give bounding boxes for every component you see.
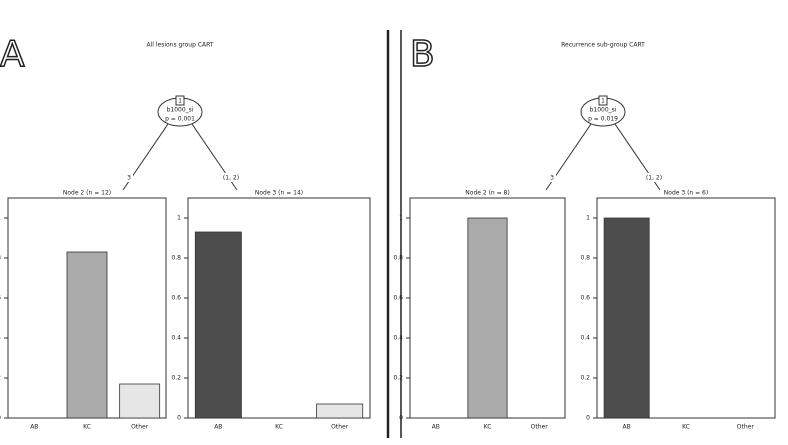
y-tick-label: 0.8 [0, 255, 1, 262]
x-tick-label: Other [531, 424, 549, 431]
y-tick-label: 0.8 [171, 255, 181, 262]
y-tick-label: 1 [177, 215, 181, 222]
p-value: p = 0.019 [588, 116, 618, 123]
p-value: p = 0.001 [165, 116, 195, 123]
bar [66, 251, 108, 419]
edge-label: 3 [550, 175, 554, 182]
x-tick-label: Other [737, 424, 755, 431]
panel-title: Recurrence sub-group CART [561, 42, 645, 49]
panel-letter: B [410, 34, 435, 75]
y-tick-label: 0.2 [393, 375, 403, 382]
x-tick-label: Other [131, 424, 149, 431]
chart-title: Node 3 (n = 14) [255, 190, 303, 197]
x-tick-label: KC [275, 424, 283, 431]
node-id: 1 [601, 98, 605, 105]
node-id: 1 [178, 98, 182, 105]
edge-label-bg [644, 173, 664, 182]
y-tick-label: 0.4 [171, 335, 181, 342]
node-id-box [175, 95, 185, 106]
y-tick-label: 0.6 [171, 295, 181, 302]
y-tick-label: 0.8 [580, 255, 590, 262]
edge-label: (1, 2) [646, 175, 662, 182]
y-tick-label: 0.4 [0, 335, 1, 342]
y-tick-label: 0 [177, 415, 181, 422]
y-tick-label: 0.4 [580, 335, 590, 342]
x-tick-label: AB [432, 424, 440, 431]
split-variable: b1000_si [590, 107, 617, 114]
edge-label: 3 [127, 175, 131, 182]
x-tick-label: KC [484, 424, 492, 431]
edge-label-bg [548, 173, 556, 182]
y-tick-label: 0.6 [393, 295, 403, 302]
split-variable: b1000_si [167, 107, 194, 114]
x-tick-label: Other [331, 424, 349, 431]
plot-frame [596, 197, 776, 419]
y-tick-label: 0.8 [393, 255, 403, 262]
x-tick-label: KC [682, 424, 690, 431]
y-tick-label: 1 [0, 215, 1, 222]
edge-label-bg [125, 173, 133, 182]
edge-label-bg [221, 173, 241, 182]
chart-title: Node 2 (n = 12) [63, 190, 111, 197]
bar [194, 231, 242, 419]
x-tick-label: AB [623, 424, 631, 431]
x-tick-label: KC [83, 424, 91, 431]
x-tick-label: AB [30, 424, 38, 431]
y-tick-label: 0 [399, 415, 403, 422]
bar [603, 217, 650, 419]
bar [316, 403, 364, 419]
panel-title: All lesions group CART [146, 42, 213, 49]
y-tick-label: 0.6 [0, 295, 1, 302]
y-tick-label: 1 [399, 215, 403, 222]
y-tick-label: 0.6 [580, 295, 590, 302]
plot-frame [187, 197, 371, 419]
bar [119, 383, 161, 419]
y-tick-label: 0.2 [171, 375, 181, 382]
bar [467, 217, 508, 419]
y-tick-label: 0 [0, 415, 1, 422]
chart-title: Node 3 (n = 6) [664, 190, 708, 197]
node-id-box [598, 95, 608, 106]
chart-title: Node 2 (n = 8) [465, 190, 509, 197]
panel-letter: A [0, 34, 25, 75]
y-tick-label: 0.2 [580, 375, 590, 382]
x-tick-label: AB [214, 424, 222, 431]
y-tick-label: 0.2 [0, 375, 1, 382]
y-tick-label: 0.4 [393, 335, 403, 342]
y-tick-label: 0 [586, 415, 590, 422]
y-tick-label: 1 [586, 215, 590, 222]
edge-label: (1, 2) [223, 175, 239, 182]
